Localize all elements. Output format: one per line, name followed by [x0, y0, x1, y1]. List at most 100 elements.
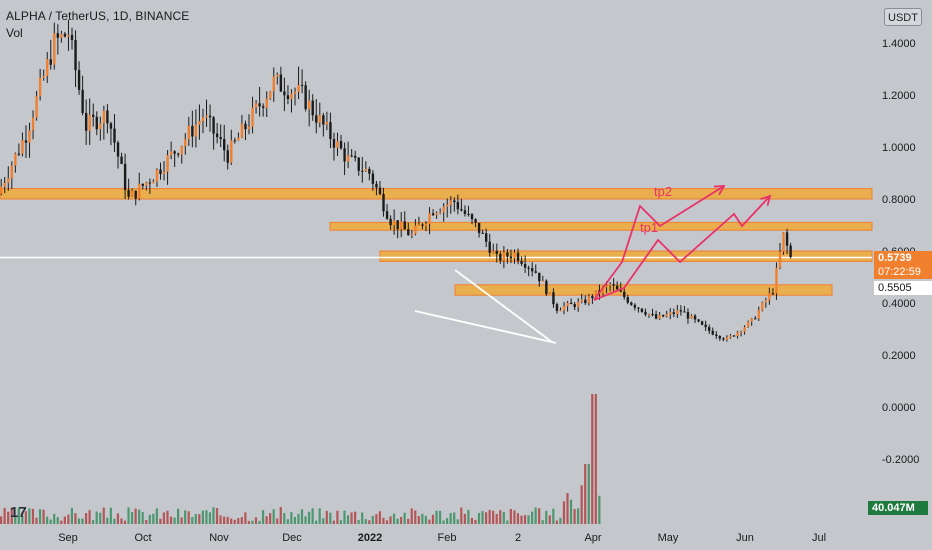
volume-bar	[594, 394, 597, 524]
tradingview-logo-icon[interactable]: 17	[10, 504, 27, 521]
candle-body	[619, 289, 622, 292]
candle-body	[198, 121, 201, 125]
candle-body	[261, 106, 265, 108]
candle-body	[109, 123, 113, 129]
currency-button[interactable]: USDT	[884, 8, 922, 26]
volume-bar	[329, 512, 332, 524]
candle-body	[531, 268, 534, 272]
candle-body	[686, 312, 690, 319]
volume-bar	[269, 513, 272, 524]
candle-body	[562, 306, 566, 311]
candle-body	[318, 115, 321, 123]
candle-body	[569, 302, 573, 305]
volume-bar	[368, 520, 371, 524]
volume-bar	[495, 514, 498, 524]
volume-bar	[569, 499, 573, 524]
volume-bar	[598, 495, 601, 524]
volume-bar	[456, 519, 459, 524]
volume-bar	[531, 511, 534, 524]
candle-body	[463, 210, 467, 214]
candle-body	[392, 220, 396, 226]
candle-body	[191, 125, 194, 137]
candle-body	[74, 39, 77, 71]
symbol-title[interactable]: ALPHA / TetherUS, 1D, BINANCE	[6, 9, 190, 23]
volume-bar	[477, 512, 481, 524]
price-axis[interactable]: 1.40001.20001.00000.80000.60000.40000.20…	[882, 38, 919, 466]
volume-bar	[428, 519, 431, 524]
volume-bar	[392, 513, 396, 524]
candle-body	[633, 304, 637, 308]
candle-body	[428, 213, 431, 224]
candle-body	[672, 312, 675, 314]
candle-body	[654, 314, 658, 319]
trend-lines	[414, 269, 557, 344]
candle-body	[88, 114, 91, 131]
candle-body	[215, 133, 219, 138]
price-axis-label: 1.4000	[882, 38, 916, 50]
volume-bar	[290, 511, 293, 524]
candle-body	[173, 151, 176, 154]
candle-body	[488, 241, 491, 253]
candle-body	[584, 299, 587, 304]
volume-bar	[523, 515, 527, 524]
candle-body	[38, 77, 42, 97]
candle-body	[24, 140, 28, 143]
volume-bar	[506, 520, 509, 524]
candle-body	[138, 183, 141, 199]
volume-bar	[382, 517, 385, 524]
candle-body	[605, 285, 608, 288]
candle-body	[113, 128, 116, 143]
volume-bar	[138, 509, 141, 524]
candle-body	[729, 335, 732, 338]
candle-body	[467, 213, 470, 215]
candle-body	[123, 163, 127, 191]
volume-bar	[513, 510, 516, 524]
candle-body	[84, 113, 88, 131]
candle-body	[205, 115, 208, 118]
volume-bar	[297, 513, 300, 524]
wedge-resistance-line	[454, 269, 553, 343]
candle-body	[534, 271, 537, 273]
volume-bar	[421, 513, 424, 524]
candle-body	[520, 260, 523, 264]
volume-bar	[212, 507, 215, 524]
projection-path	[593, 195, 771, 301]
volume-indicator-label[interactable]: Vol	[6, 26, 23, 40]
candle-body	[743, 327, 746, 332]
volume-bar	[31, 508, 35, 524]
candle-body	[746, 321, 750, 328]
candle-body	[474, 219, 477, 223]
volume-bar	[396, 518, 399, 524]
candle-body	[166, 155, 169, 172]
candle-body	[566, 302, 569, 307]
time-axis-label: 2	[515, 532, 521, 544]
candle-body	[499, 253, 502, 261]
candle-body	[297, 84, 300, 92]
volume-bar	[591, 394, 594, 524]
price-axis-label: 0.0000	[882, 402, 916, 414]
candle-body	[502, 252, 506, 261]
volume-bar	[484, 512, 488, 524]
target-label-tp2: tp2	[654, 184, 672, 199]
candle-body	[711, 330, 714, 335]
candle-body	[187, 125, 191, 140]
candle-body	[775, 267, 778, 294]
candle-body	[594, 290, 598, 299]
volume-bars	[0, 394, 601, 524]
candle-body	[279, 74, 283, 92]
candle-body	[700, 321, 704, 325]
time-axis-label: Nov	[209, 532, 229, 544]
candle-body	[180, 146, 183, 155]
candle-body	[247, 126, 251, 130]
candle-body	[21, 140, 24, 154]
candle-body	[651, 314, 654, 316]
price-axis-label: 1.0000	[882, 142, 916, 154]
volume-bar	[527, 515, 530, 524]
volume-bar	[123, 520, 127, 524]
volume-bar	[67, 514, 70, 524]
candle-body	[573, 304, 576, 308]
candle-body	[230, 140, 233, 163]
time-axis[interactable]: Sep Oct Nov Dec 2022 Feb 2 Apr May Jun Jul	[58, 532, 826, 544]
volume-bar	[378, 511, 381, 524]
